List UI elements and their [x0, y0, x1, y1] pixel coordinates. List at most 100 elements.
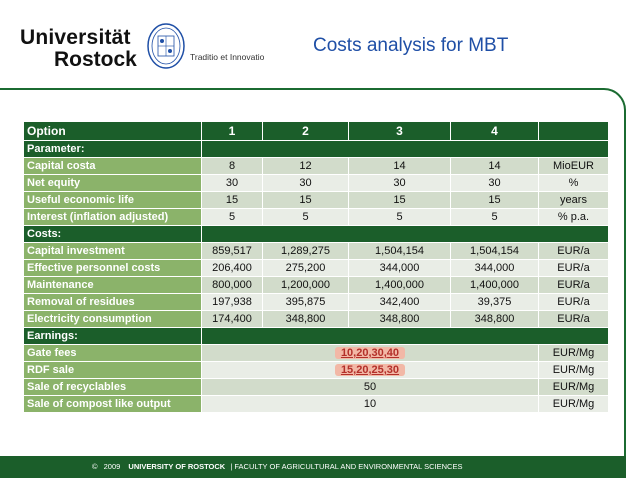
university-logo: Universität Rostock [20, 27, 137, 70]
row-unit: years [538, 191, 609, 209]
header-unit [538, 121, 609, 141]
table-row: RDF sale 15,20,25,30 EUR/Mg [23, 361, 609, 379]
footer-copyright: © [92, 462, 98, 471]
row-value-option-2: 15 [262, 191, 349, 209]
row-unit: EUR/a [538, 293, 609, 311]
table-row: Capital costa 8 12 14 14 MioEUR [23, 157, 609, 175]
row-value-option-3: 30 [348, 174, 451, 192]
row-label: Electricity consumption [23, 310, 202, 328]
section-row: Parameter: [23, 140, 609, 158]
row-unit: % p.a. [538, 208, 609, 226]
row-value-option-3: 344,000 [348, 259, 451, 277]
row-unit: EUR/Mg [538, 395, 609, 413]
content-frame [0, 88, 626, 468]
row-label: Capital investment [23, 242, 202, 260]
row-value-option-3: 15 [348, 191, 451, 209]
section-title: Costs: [23, 225, 202, 243]
highlighted-range: 15,20,25,30 [334, 364, 406, 376]
row-value-option-3: 342,400 [348, 293, 451, 311]
table-row: Useful economic life 15 15 15 15 years [23, 191, 609, 209]
university-seal-icon [147, 23, 185, 69]
table-row: Sale of recyclables 50 EUR/Mg [23, 378, 609, 396]
row-value-option-2: 348,800 [262, 310, 349, 328]
row-value-option-4: 348,800 [450, 310, 539, 328]
range-value: 10 [363, 398, 377, 410]
row-value-option-1: 5 [201, 208, 263, 226]
row-range-value: 10,20,30,40 [201, 344, 539, 362]
row-label: Removal of residues [23, 293, 202, 311]
row-value-option-1: 800,000 [201, 276, 263, 294]
section-title: Parameter: [23, 140, 202, 158]
row-value-option-1: 174,400 [201, 310, 263, 328]
row-value-option-3: 1,504,154 [348, 242, 451, 260]
row-value-option-3: 14 [348, 157, 451, 175]
table-header-row: Option 1 2 3 4 [23, 121, 609, 141]
cost-table: Option 1 2 3 4 Parameter: Capital costa 8 12 14 14… [23, 121, 609, 413]
header-option-1: 1 [201, 121, 263, 141]
row-value-option-3: 1,400,000 [348, 276, 451, 294]
row-label: RDF sale [23, 361, 202, 379]
highlighted-range: 10,20,30,40 [334, 347, 406, 359]
logo-line1: Universität [20, 26, 131, 49]
row-label: Gate fees [23, 344, 202, 362]
row-range-value: 10 [201, 395, 539, 413]
row-value-option-2: 30 [262, 174, 349, 192]
row-unit: EUR/Mg [538, 361, 609, 379]
row-value-option-2: 395,875 [262, 293, 349, 311]
footer-institution: UNIVERSITY OF ROSTOCK [128, 462, 226, 471]
table-row: Sale of compost like output 10 EUR/Mg [23, 395, 609, 413]
table-row: Net equity 30 30 30 30% [23, 174, 609, 192]
section-fill [201, 225, 609, 243]
logo-line2: Rostock [54, 48, 137, 71]
row-label: Sale of recyclables [23, 378, 202, 396]
header-option-label: Option [23, 121, 202, 141]
row-value-option-4: 14 [450, 157, 539, 175]
table-row: Interest (inflation adjusted) 5 5 5 5% p.a. [23, 208, 609, 226]
row-label: Useful economic life [23, 191, 202, 209]
row-value-option-1: 197,938 [201, 293, 263, 311]
slide-title: Costs analysis for MBT [313, 35, 509, 56]
row-range-value: 50 [201, 378, 539, 396]
section-fill [201, 140, 609, 158]
row-range-value: 15,20,25,30 [201, 361, 539, 379]
row-value-option-2: 275,200 [262, 259, 349, 277]
section-title: Earnings: [23, 327, 202, 345]
row-label: Sale of compost like output [23, 395, 202, 413]
table-row: Electricity consumption 174,400 348,800 348… [23, 310, 609, 328]
row-unit: EUR/a [538, 242, 609, 260]
row-value-option-2: 12 [262, 157, 349, 175]
row-value-option-2: 1,200,000 [262, 276, 349, 294]
row-value-option-4: 5 [450, 208, 539, 226]
section-row: Earnings: [23, 327, 609, 345]
row-value-option-1: 30 [201, 174, 263, 192]
row-label: Interest (inflation adjusted) [23, 208, 202, 226]
row-value-option-1: 15 [201, 191, 263, 209]
row-value-option-4: 30 [450, 174, 539, 192]
row-value-option-2: 1,289,275 [262, 242, 349, 260]
row-unit: EUR/a [538, 276, 609, 294]
row-value-option-1: 206,400 [201, 259, 263, 277]
row-value-option-4: 344,000 [450, 259, 539, 277]
header-option-3: 3 [348, 121, 451, 141]
row-unit: EUR/a [538, 310, 609, 328]
row-label: Maintenance [23, 276, 202, 294]
footer-faculty: | FACULTY OF AGRICULTURAL AND ENVIRONMEN… [230, 462, 463, 471]
section-row: Costs: [23, 225, 609, 243]
row-label: Capital costa [23, 157, 202, 175]
row-label: Effective personnel costs [23, 259, 202, 277]
row-value-option-4: 15 [450, 191, 539, 209]
row-unit: EUR/a [538, 259, 609, 277]
row-value-option-4: 39,375 [450, 293, 539, 311]
row-value-option-4: 1,400,000 [450, 276, 539, 294]
footer-bar: © 2009 UNIVERSITY OF ROSTOCK | FACULTY O… [0, 456, 626, 478]
row-value-option-1: 859,517 [201, 242, 263, 260]
row-unit: % [538, 174, 609, 192]
row-value-option-3: 5 [348, 208, 451, 226]
row-value-option-4: 1,504,154 [450, 242, 539, 260]
table-row: Capital investment 859,517 1,289,275 1,504,… [23, 242, 609, 260]
header-option-2: 2 [262, 121, 349, 141]
table-row: Effective personnel costs 206,400 275,200 3… [23, 259, 609, 277]
table-row: Gate fees 10,20,30,40 EUR/Mg [23, 344, 609, 362]
row-unit: EUR/Mg [538, 378, 609, 396]
row-value-option-2: 5 [262, 208, 349, 226]
